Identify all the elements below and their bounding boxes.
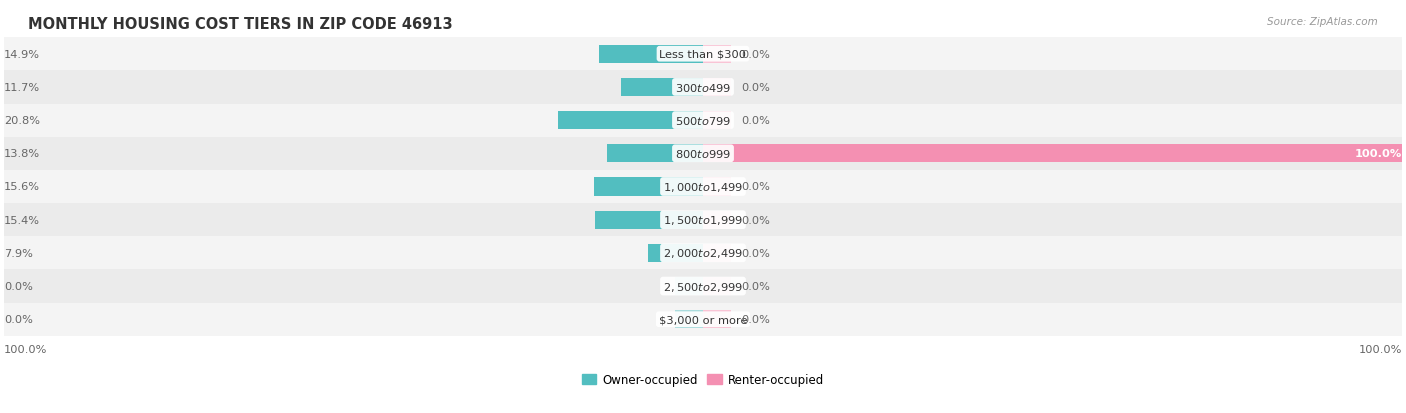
Bar bbox=[599, 45, 703, 64]
Text: 0.0%: 0.0% bbox=[741, 182, 770, 192]
Text: 0.0%: 0.0% bbox=[741, 314, 770, 325]
Text: 0.0%: 0.0% bbox=[741, 281, 770, 291]
Bar bbox=[4, 303, 1402, 336]
Text: $2,500 to $2,999: $2,500 to $2,999 bbox=[664, 280, 742, 293]
Bar bbox=[703, 244, 731, 262]
Bar bbox=[4, 237, 1402, 270]
Bar bbox=[703, 145, 1402, 163]
Bar bbox=[703, 178, 731, 196]
Text: 14.9%: 14.9% bbox=[4, 50, 41, 59]
Bar bbox=[703, 78, 731, 97]
Bar bbox=[703, 112, 731, 130]
Text: 0.0%: 0.0% bbox=[741, 248, 770, 258]
Text: 13.8%: 13.8% bbox=[4, 149, 41, 159]
Text: $500 to $799: $500 to $799 bbox=[675, 115, 731, 127]
Text: 20.8%: 20.8% bbox=[4, 116, 41, 126]
Text: $1,500 to $1,999: $1,500 to $1,999 bbox=[664, 214, 742, 227]
Bar bbox=[648, 244, 703, 262]
Bar bbox=[593, 178, 703, 196]
Text: 0.0%: 0.0% bbox=[741, 50, 770, 59]
Text: Less than $300: Less than $300 bbox=[659, 50, 747, 59]
Text: 15.4%: 15.4% bbox=[4, 215, 41, 225]
Bar bbox=[4, 71, 1402, 104]
Bar bbox=[703, 310, 731, 329]
Bar bbox=[4, 270, 1402, 303]
Bar bbox=[4, 204, 1402, 237]
Text: $300 to $499: $300 to $499 bbox=[675, 82, 731, 94]
Text: 15.6%: 15.6% bbox=[4, 182, 41, 192]
Text: $1,000 to $1,499: $1,000 to $1,499 bbox=[664, 180, 742, 194]
Bar bbox=[621, 78, 703, 97]
Bar bbox=[4, 104, 1402, 138]
Text: $800 to $999: $800 to $999 bbox=[675, 148, 731, 160]
Text: 100.0%: 100.0% bbox=[1358, 344, 1402, 354]
Bar bbox=[558, 112, 703, 130]
Legend: Owner-occupied, Renter-occupied: Owner-occupied, Renter-occupied bbox=[578, 368, 828, 391]
Text: 100.0%: 100.0% bbox=[1354, 149, 1402, 159]
Text: 0.0%: 0.0% bbox=[4, 281, 34, 291]
Text: Source: ZipAtlas.com: Source: ZipAtlas.com bbox=[1267, 17, 1378, 26]
Bar bbox=[4, 138, 1402, 171]
Bar bbox=[675, 277, 703, 295]
Text: $3,000 or more: $3,000 or more bbox=[659, 314, 747, 325]
Bar bbox=[595, 211, 703, 229]
Text: 7.9%: 7.9% bbox=[4, 248, 34, 258]
Bar bbox=[4, 38, 1402, 71]
Text: 0.0%: 0.0% bbox=[741, 215, 770, 225]
Bar bbox=[606, 145, 703, 163]
Text: 100.0%: 100.0% bbox=[4, 344, 48, 354]
Text: 0.0%: 0.0% bbox=[741, 83, 770, 93]
Text: MONTHLY HOUSING COST TIERS IN ZIP CODE 46913: MONTHLY HOUSING COST TIERS IN ZIP CODE 4… bbox=[28, 17, 453, 31]
Bar bbox=[675, 310, 703, 329]
Bar bbox=[4, 171, 1402, 204]
Bar bbox=[703, 45, 731, 64]
Text: 11.7%: 11.7% bbox=[4, 83, 41, 93]
Bar bbox=[703, 211, 731, 229]
Text: $2,000 to $2,499: $2,000 to $2,499 bbox=[664, 247, 742, 260]
Text: 0.0%: 0.0% bbox=[4, 314, 34, 325]
Text: 0.0%: 0.0% bbox=[741, 116, 770, 126]
Bar bbox=[703, 277, 731, 295]
